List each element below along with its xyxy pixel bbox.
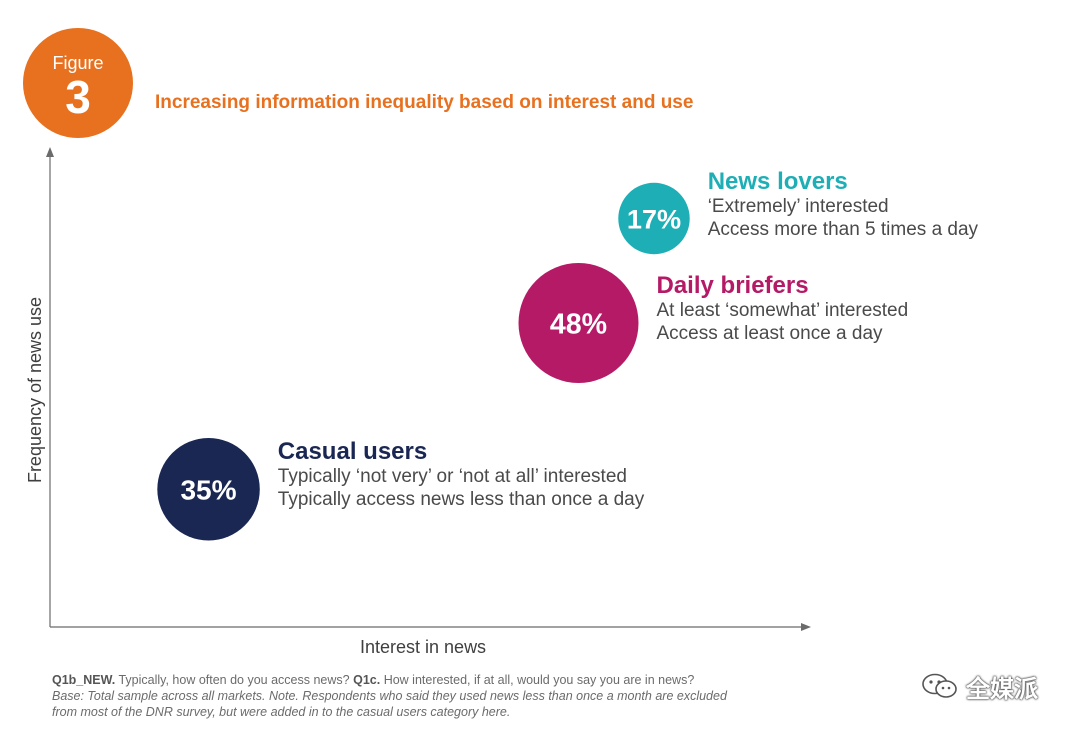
bubble-value-label: 48% bbox=[550, 308, 607, 340]
figure-badge: Figure 3 bbox=[23, 28, 133, 138]
bubble-daily-briefers bbox=[518, 263, 639, 383]
group-frequency-desc: Access more than 5 times a day bbox=[707, 218, 979, 240]
group-interest-desc: ‘Extremely’ interested bbox=[707, 195, 889, 217]
wechat-icon bbox=[922, 673, 957, 698]
figure-number: 3 bbox=[65, 71, 91, 123]
question-1-code: Q1b_NEW. bbox=[52, 673, 116, 687]
group-name: Daily briefers bbox=[656, 272, 809, 299]
footnote: Q1b_NEW. Typically, how often do you acc… bbox=[52, 672, 832, 720]
watermark-text: 全媒派 bbox=[966, 675, 1038, 703]
figure-label: Figure bbox=[52, 53, 104, 73]
group-interest-desc: Typically ‘not very’ or ‘not at all’ int… bbox=[277, 466, 627, 488]
question-1-text: Typically, how often do you access news? bbox=[118, 673, 350, 687]
chart-title: Increasing information inequality based … bbox=[155, 92, 694, 113]
group-casual-users: Casual users Typically ‘not very’ or ‘not… bbox=[278, 439, 644, 511]
group-frequency-desc: Access at least once a day bbox=[656, 323, 883, 344]
y-axis-arrow-icon bbox=[46, 147, 54, 157]
group-news-lovers: News lovers ‘Extremely’ interested Access … bbox=[707, 167, 979, 241]
group-name: News lovers bbox=[707, 167, 848, 195]
footnote-questions: Q1b_NEW. Typically, how often do you acc… bbox=[52, 672, 832, 688]
x-axis-label: Interest in news bbox=[360, 637, 487, 657]
footnote-base: Base: Total sample across all markets. N… bbox=[52, 689, 727, 703]
bubble-casual-users bbox=[157, 438, 260, 541]
group-name: Casual users bbox=[277, 438, 428, 466]
x-axis-arrow-icon bbox=[801, 623, 811, 631]
bubble-news-lovers bbox=[618, 182, 690, 255]
question-2-text: How interested, if at all, would you say… bbox=[383, 673, 695, 687]
question-2-code: Q1c. bbox=[353, 673, 381, 687]
footnote-note: from most of the DNR survey, but were ad… bbox=[52, 705, 511, 719]
watermark: 全媒派 bbox=[920, 668, 1038, 704]
group-daily-briefers: Daily briefers At least ‘somewhat’ intere… bbox=[657, 273, 909, 345]
bubble-value-label: 35% bbox=[180, 474, 236, 505]
bubble-value-label: 17% bbox=[627, 203, 681, 234]
group-interest-desc: At least ‘somewhat’ interested bbox=[656, 300, 909, 321]
group-frequency-desc: Typically access news less than once a d… bbox=[277, 489, 645, 511]
